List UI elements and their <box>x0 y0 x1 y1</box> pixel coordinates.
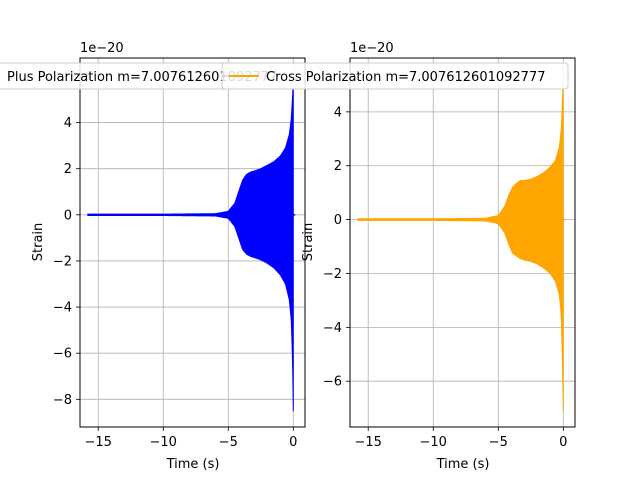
x-tick-label: −15 <box>84 435 111 450</box>
series-plus <box>87 80 296 412</box>
x-tick-label: −15 <box>354 435 381 450</box>
x-ticks: −15 −10 −5 0 <box>354 427 567 450</box>
series-cross <box>357 76 566 412</box>
y-tick-label: 4 <box>64 116 72 131</box>
x-tick-label: −5 <box>489 435 508 450</box>
x-tick-label: 0 <box>289 435 297 450</box>
y-tick-label: 4 <box>334 105 342 120</box>
y-tick-label: 0 <box>64 208 72 223</box>
axes-frame <box>349 57 576 428</box>
y-tick-label: −2 <box>53 254 72 269</box>
y-tick-label: 2 <box>334 159 342 174</box>
y-tick-label: −4 <box>53 301 72 316</box>
x-ticks: −15 −10 −5 0 <box>84 427 297 450</box>
y-tick-label: −4 <box>323 321 342 336</box>
x-tick-label: −5 <box>219 435 238 450</box>
y-tick-label: −8 <box>53 393 72 408</box>
legend-cross: Cross Polarization m=7.007612601092777 <box>221 62 569 90</box>
legend-frame <box>221 62 569 90</box>
waveform-envelope <box>357 76 564 412</box>
y-axis-label: Strain <box>301 223 316 262</box>
plot-panel-cross: −15 −10 −5 0 −6 −4 −2 0 2 4 1e−20 Time (s) Strai… <box>301 41 576 472</box>
y-tick-label: −2 <box>323 267 342 282</box>
y-tick-label: 2 <box>64 162 72 177</box>
x-axis-label: Time (s) <box>166 457 220 472</box>
x-tick-label: −10 <box>150 435 177 450</box>
axes-frame <box>79 57 306 428</box>
legend-label-plus: Plus Polarization m=7.007612601092777 <box>7 70 277 85</box>
y-ticks: −8 −6 −4 −2 0 2 4 <box>53 116 80 408</box>
offset-text: 1e−20 <box>80 41 124 56</box>
plot-panel-plus: −15 −10 −5 0 −8 −6 −4 −2 0 2 4 1e−20 Time (s) Str… <box>31 41 306 472</box>
legend-label-cross: Cross Polarization m=7.007612601092777 <box>266 70 545 85</box>
y-tick-label: −6 <box>53 347 72 362</box>
y-tick-label: 0 <box>334 213 342 228</box>
x-tick-label: −10 <box>420 435 447 450</box>
x-tick-label: 0 <box>559 435 567 450</box>
x-axis-label: Time (s) <box>436 457 490 472</box>
y-axis-label: Strain <box>31 223 46 262</box>
offset-text: 1e−20 <box>350 41 394 56</box>
y-ticks: −6 −4 −2 0 2 4 <box>323 105 350 390</box>
y-tick-label: −6 <box>323 375 342 390</box>
